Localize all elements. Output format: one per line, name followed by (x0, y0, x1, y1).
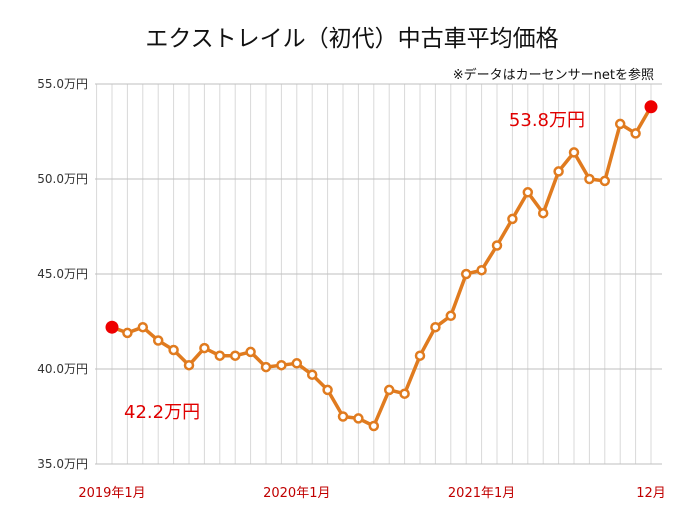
highlight-point (105, 320, 119, 334)
value-callout: 42.2万円 (124, 402, 200, 423)
y-tick-label: 35.0万円 (37, 457, 88, 471)
data-point (229, 350, 241, 361)
x-tick-label: 12月 (636, 486, 666, 501)
data-point (399, 388, 410, 399)
data-point (337, 411, 349, 422)
data-point (260, 361, 272, 373)
value-callouts: 42.2万円 53.8万円 (124, 110, 585, 423)
highlight-point (644, 100, 658, 114)
data-point (168, 344, 179, 356)
data-point (152, 335, 164, 346)
data-point (568, 147, 580, 158)
data-point (199, 342, 210, 354)
data-point (507, 213, 518, 225)
x-tick-label: 2020年1月 (263, 486, 330, 501)
x-axis-ticks: 2019年1月 2020年1月 2021年1月 12月 (78, 486, 665, 501)
data-point (522, 187, 534, 198)
y-axis-ticks: 55.0万円 50.0万円 45.0万円 40.0万円 35.0万円 (37, 77, 88, 471)
y-tick-label: 55.0万円 (37, 77, 88, 91)
data-point (245, 346, 256, 358)
data-point (553, 166, 564, 177)
data-point (614, 118, 626, 130)
y-tick-label: 50.0万円 (37, 172, 88, 186)
data-point (214, 350, 226, 361)
chart-title: エクストレイル（初代）中古車平均価格 (145, 26, 558, 52)
source-note: ※データはカーセンサーnetを参照 (453, 67, 654, 83)
data-point (306, 369, 318, 380)
data-point (276, 359, 287, 371)
data-point (414, 350, 426, 361)
data-point (537, 207, 549, 219)
data-point (322, 384, 333, 396)
data-point (137, 321, 149, 333)
data-point (630, 128, 641, 139)
x-tick-label: 2019年1月 (78, 486, 145, 501)
data-point (183, 359, 195, 371)
data-point (353, 413, 364, 424)
data-point (430, 321, 441, 333)
value-callout: 53.8万円 (509, 110, 585, 131)
x-tick-label: 2021年1月 (448, 486, 515, 501)
data-point (445, 310, 457, 322)
y-tick-label: 40.0万円 (37, 362, 88, 376)
data-points (105, 100, 658, 432)
data-point (383, 384, 395, 396)
data-point (122, 327, 133, 339)
y-tick-label: 45.0万円 (37, 267, 88, 281)
data-point (584, 173, 595, 185)
data-point (460, 268, 472, 280)
data-point (368, 420, 380, 432)
data-point (491, 240, 503, 251)
data-point (291, 358, 303, 369)
data-point (599, 175, 611, 187)
data-point (476, 264, 487, 276)
